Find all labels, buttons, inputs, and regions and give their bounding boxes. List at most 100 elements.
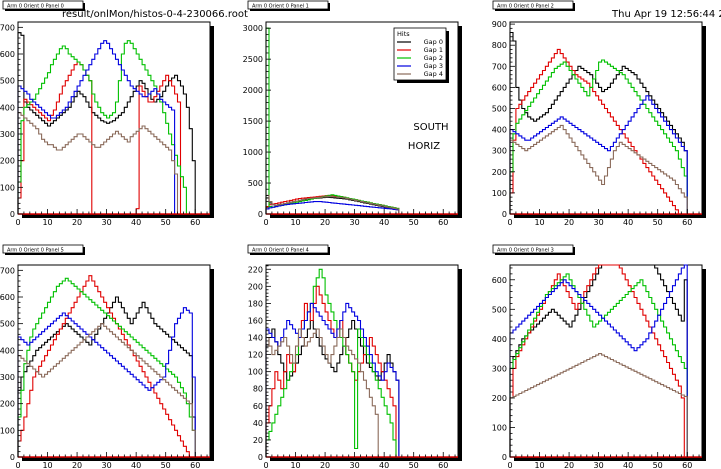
series-line-gap1 <box>17 275 199 458</box>
series-line-gap2 <box>17 40 199 215</box>
panel-frame <box>17 264 211 458</box>
y-tick-label: 140 <box>248 334 263 343</box>
y-tick-label: 500 <box>492 305 507 314</box>
series-line-gap2 <box>17 277 199 458</box>
y-tick-label: 200 <box>0 400 15 409</box>
histogram-panel-2: Arm 0 Orient 0 Panel 20 10 20 30 40 50 6001002… <box>492 0 706 227</box>
series-line-gap4 <box>17 323 199 458</box>
x-tick-label: 50 <box>653 218 663 227</box>
series-line-gap0 <box>509 31 691 215</box>
x-tick-label: 50 <box>161 461 171 469</box>
x-tick-label: 20 <box>564 461 574 469</box>
series-line-gap3 <box>509 264 691 458</box>
x-tick-label: 0 <box>15 461 20 469</box>
title-box <box>247 244 329 254</box>
series-line-gap3 <box>265 302 400 457</box>
x-tick-label: 10 <box>42 218 52 227</box>
panel-title: Arm 0 Orient 0 Panel 1 <box>252 4 309 10</box>
y-tick-label: 200 <box>492 168 507 177</box>
x-tick-label: 30 <box>102 218 112 227</box>
x-tick-label: 50 <box>409 461 419 469</box>
x-tick-label: 30 <box>102 461 112 469</box>
y-tick-label: 100 <box>248 368 263 377</box>
annotation-text: HORIZ <box>408 141 440 152</box>
x-tick-label: 50 <box>161 218 171 227</box>
datetime-header: Thu Apr 19 12:56:44 2007 <box>612 9 721 20</box>
x-tick-label: 60 <box>438 461 448 469</box>
x-tick-label: 30 <box>594 218 604 227</box>
y-tick-label: 600 <box>0 50 15 59</box>
y-tick-label: 100 <box>0 426 15 435</box>
title-box <box>492 244 574 254</box>
histogram-panel-5: Arm 0 Orient 0 Panel 30 10 20 30 40 50 6001002… <box>492 244 706 469</box>
legend-label: Gap 4 <box>424 70 443 78</box>
y-tick-label: 0 <box>258 453 263 462</box>
x-tick-label: 40 <box>131 461 141 469</box>
y-tick-label: 0 <box>502 453 507 462</box>
x-tick-label: 30 <box>350 461 360 469</box>
panel-frame <box>509 264 703 458</box>
y-tick-label: 300 <box>492 364 507 373</box>
y-tick-label: 700 <box>0 266 15 275</box>
y-tick-label: 2000 <box>243 86 263 95</box>
panel-title: Arm 0 Orient 0 Panel 0 <box>7 4 64 10</box>
x-tick-label: 10 <box>290 218 300 227</box>
legend-label: Gap 2 <box>424 54 443 62</box>
x-tick-label: 0 <box>507 461 512 469</box>
x-tick-label: 50 <box>653 461 663 469</box>
y-tick-label: 200 <box>248 282 263 291</box>
x-tick-label: 0 <box>263 461 268 469</box>
x-tick-label: 20 <box>320 218 330 227</box>
x-tick-label: 10 <box>534 218 544 227</box>
x-tick-label: 20 <box>72 461 82 469</box>
y-tick-label: 400 <box>492 335 507 344</box>
x-tick-label: 50 <box>409 218 419 227</box>
series-line-gap3 <box>17 307 199 458</box>
x-tick-label: 60 <box>190 461 200 469</box>
y-tick-label: 120 <box>248 351 263 360</box>
y-tick-label: 500 <box>0 320 15 329</box>
title-box <box>2 244 84 254</box>
y-tick-label: 400 <box>0 346 15 355</box>
y-tick-label: 1000 <box>243 148 263 157</box>
panel-title: Arm 0 Orient 0 Panel 4 <box>252 248 309 254</box>
panel-frame <box>265 264 459 458</box>
y-tick-label: 600 <box>492 276 507 285</box>
series-line-gap1 <box>509 48 691 215</box>
x-tick-label: 40 <box>623 461 633 469</box>
series-line-gap4 <box>265 328 399 458</box>
y-tick-label: 180 <box>248 299 263 308</box>
series-line-gap3 <box>265 201 400 214</box>
y-tick-label: 500 <box>0 77 15 86</box>
y-tick-label: 500 <box>492 105 507 114</box>
series-line-gap4 <box>509 353 691 458</box>
x-tick-label: 60 <box>682 218 692 227</box>
x-tick-label: 20 <box>72 218 82 227</box>
y-tick-label: 200 <box>0 157 15 166</box>
x-tick-label: 20 <box>320 461 330 469</box>
legend-label: Gap 1 <box>424 46 443 54</box>
panel-frame <box>509 21 703 215</box>
x-tick-label: 60 <box>438 218 448 227</box>
y-tick-label: 700 <box>492 62 507 71</box>
legend-label: Gap 3 <box>424 62 443 70</box>
panel-title: Arm 0 Orient 0 Panel 5 <box>7 248 64 254</box>
title-box <box>247 0 329 10</box>
series-line-gap0 <box>17 32 199 215</box>
x-tick-label: 40 <box>623 218 633 227</box>
y-tick-label: 100 <box>492 423 507 432</box>
annotation-text: SOUTH <box>413 122 448 133</box>
legend-title: Hits <box>397 30 410 38</box>
y-tick-label: 300 <box>0 373 15 382</box>
y-tick-label: 2500 <box>243 55 263 64</box>
legend-label: Gap 0 <box>424 38 443 46</box>
x-tick-label: 0 <box>263 218 268 227</box>
series-line-gap0 <box>509 264 691 458</box>
series-line-gap4 <box>17 112 199 215</box>
x-tick-label: 10 <box>534 461 544 469</box>
y-tick-label: 700 <box>0 23 15 32</box>
histogram-panel-0: Arm 0 Orient 0 Panel 00 10 20 30 40 50 6001002… <box>0 0 214 227</box>
y-tick-label: 600 <box>492 83 507 92</box>
panel-title: Arm 0 Orient 0 Panel 3 <box>497 248 554 254</box>
